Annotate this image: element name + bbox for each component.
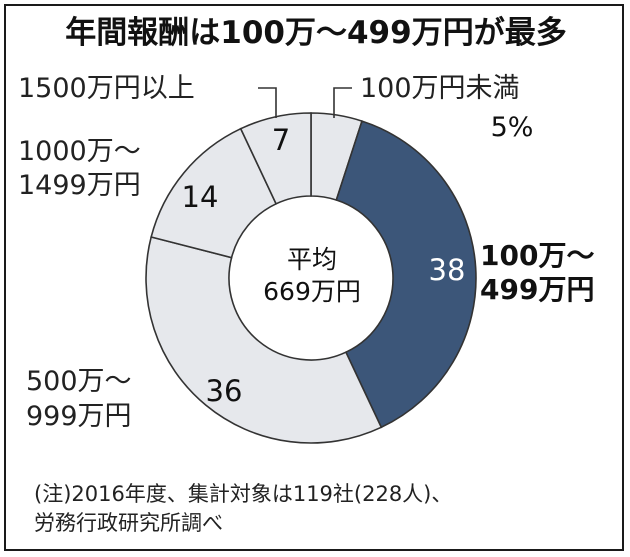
chart-title: 年間報酬は100万～499万円が最多 (65, 15, 567, 51)
category-label-1000-1499-line-1: 1000万～ (18, 136, 141, 167)
donut-slice-1500-over (239, 112, 312, 205)
leader-lines (258, 87, 352, 118)
donut-slice-500-999 (145, 235, 383, 444)
value-label-1000-1499: 14 (182, 180, 219, 214)
center-label-line-2: 669万円 (263, 277, 361, 306)
leader-line-under-100 (333, 87, 352, 118)
category-label-500-999-line-1: 500万～ (26, 366, 132, 397)
category-label-1000-1499-line-2: 1499万円 (18, 170, 141, 201)
chart-frame: 年間報酬は100万～499万円が最多 (注)2016年度、集計対象は119社(2… (4, 4, 624, 551)
source-note: (注)2016年度、集計対象は119社(228人)、 労務行政研究所調べ (34, 480, 614, 538)
category-label-500-999-line-2: 999万円 (26, 401, 132, 432)
value-label-under-100: 5% (491, 112, 534, 143)
category-label-1500-over: 1500万円以上 (18, 73, 195, 104)
note-line-1: (注)2016年度、集計対象は119社(228人)、 (34, 482, 453, 506)
category-label-100-499-line-1: 100万～ (480, 239, 594, 272)
donut-slice-100-499 (335, 120, 477, 429)
center-label-line-1: 平均 (287, 245, 337, 274)
value-label-500-999: 36 (206, 374, 243, 408)
note-line-2: 労務行政研究所調べ (34, 511, 223, 535)
value-label-1500-over: 7 (272, 123, 290, 157)
donut-slices (145, 112, 477, 444)
category-label-under-100: 100万円未満 (360, 73, 520, 104)
category-label-100-499-line-2: 499万円 (480, 273, 594, 306)
leader-line-1500-over (258, 87, 277, 118)
value-label-100-499: 38 (429, 253, 466, 287)
